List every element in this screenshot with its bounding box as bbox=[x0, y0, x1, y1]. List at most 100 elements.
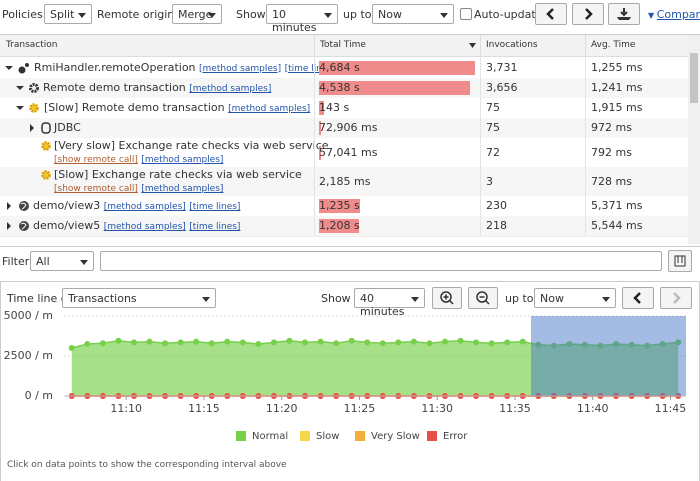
cell-divider bbox=[585, 118, 586, 138]
zoom-out-button[interactable] bbox=[468, 287, 498, 309]
remote-origins-select[interactable]: Merge bbox=[172, 4, 222, 24]
column-header[interactable]: Transaction bbox=[6, 40, 58, 50]
row-icon bbox=[29, 83, 39, 93]
column-header[interactable]: Invocations bbox=[486, 40, 538, 50]
up-to-select[interactable]: Now bbox=[372, 4, 454, 24]
arrow bbox=[7, 202, 11, 210]
transaction-name: [Very slow] Exchange rate checks via web… bbox=[54, 139, 329, 152]
back-button[interactable] bbox=[622, 287, 654, 309]
scrollbar[interactable] bbox=[688, 35, 700, 244]
data-point bbox=[519, 338, 526, 345]
back-button[interactable] bbox=[535, 3, 567, 25]
show-select[interactable]: 40 minutes bbox=[354, 288, 425, 318]
label: Remote origins: bbox=[97, 8, 184, 21]
data-point bbox=[379, 340, 386, 347]
data-point bbox=[177, 339, 184, 346]
x-tick-label: 11:40 bbox=[577, 402, 609, 415]
row-link[interactable]: [method samples] bbox=[103, 202, 186, 212]
total-time: 4,538 s bbox=[319, 81, 360, 94]
data-point bbox=[193, 338, 200, 345]
forward-button[interactable] bbox=[660, 287, 692, 309]
row-link[interactable]: [method samples] bbox=[141, 155, 224, 165]
expand-arrow[interactable] bbox=[5, 222, 13, 230]
cell-divider bbox=[314, 98, 315, 118]
transaction-name: [Slow] Remote demo transaction bbox=[44, 101, 225, 114]
filter-button[interactable] bbox=[668, 250, 692, 272]
snapshot-button[interactable] bbox=[608, 3, 640, 25]
cell-divider bbox=[314, 138, 315, 167]
transaction-cell: Remote demo transaction [method samples] bbox=[43, 81, 271, 94]
zoom-in-button[interactable] bbox=[432, 287, 462, 309]
forward-button[interactable] bbox=[572, 3, 604, 25]
row-link[interactable]: [method samples] bbox=[189, 84, 272, 94]
row-link[interactable]: [method samples] bbox=[103, 222, 186, 232]
total-time-bar bbox=[319, 60, 475, 75]
column-divider bbox=[585, 35, 586, 56]
arrow bbox=[5, 65, 13, 70]
data-point bbox=[473, 339, 480, 346]
expand-arrow[interactable] bbox=[28, 124, 36, 132]
cell-divider bbox=[585, 78, 586, 98]
table-row[interactable]: [Very slow] Exchange rate checks via web… bbox=[0, 138, 688, 168]
checkbox[interactable] bbox=[460, 8, 472, 20]
row-link[interactable]: [time lines] bbox=[189, 202, 241, 212]
data-point bbox=[410, 338, 417, 345]
invocations: 218 bbox=[486, 219, 507, 232]
invocations: 230 bbox=[486, 199, 507, 212]
sublinks: [show remote call] [method samples] bbox=[54, 181, 223, 194]
row-link[interactable]: [time lines] bbox=[189, 222, 241, 232]
icon bbox=[546, 8, 554, 20]
expand-arrow[interactable] bbox=[5, 202, 13, 210]
compare-text[interactable]: Compare bbox=[656, 8, 700, 21]
row-link[interactable]: [method samples] bbox=[228, 104, 311, 114]
table-row[interactable]: [Slow] Remote demo transaction [method s… bbox=[0, 98, 688, 119]
row-link[interactable]: [method samples] bbox=[141, 184, 224, 194]
table-row[interactable]: [Slow] Exchange rate checks via web serv… bbox=[0, 167, 688, 197]
data-point bbox=[364, 339, 371, 346]
table-row[interactable]: demo/view5 [method samples] [time lines]… bbox=[0, 216, 688, 237]
x-tick-label: 11:25 bbox=[344, 402, 376, 415]
icon bbox=[440, 291, 454, 305]
row-link[interactable]: [method samples] bbox=[199, 63, 282, 74]
table-row[interactable]: RmiHandler.remoteOperation [method sampl… bbox=[0, 57, 688, 79]
y-tick-label: 0 / m bbox=[25, 389, 53, 402]
timeline-select[interactable]: Transactions bbox=[62, 288, 216, 308]
sort-icon bbox=[469, 43, 476, 48]
total-time: 143 s bbox=[319, 101, 350, 114]
policies-select[interactable]: Split bbox=[44, 4, 92, 24]
data-point bbox=[286, 337, 293, 344]
cell-divider bbox=[585, 98, 586, 118]
data-point bbox=[504, 339, 511, 346]
total-time: 57,041 ms bbox=[319, 145, 378, 159]
column-header[interactable]: Avg. Time bbox=[591, 40, 636, 50]
icon bbox=[633, 292, 641, 304]
filter-input[interactable] bbox=[100, 251, 662, 271]
row-link[interactable]: [show remote call] bbox=[54, 184, 138, 194]
expand-arrow[interactable] bbox=[16, 84, 24, 92]
show-select[interactable]: 10 minutes bbox=[266, 4, 338, 34]
note: Click on data points to show the corresp… bbox=[7, 460, 287, 470]
cell-divider bbox=[480, 78, 481, 98]
column-header[interactable]: Total Time bbox=[320, 40, 366, 50]
table-row[interactable]: JDBC 72,906 ms 75 972 ms bbox=[0, 118, 688, 139]
row-icon bbox=[41, 122, 51, 134]
cell-divider bbox=[585, 196, 586, 216]
filter-select[interactable]: All bbox=[30, 251, 94, 271]
data-point bbox=[84, 341, 91, 347]
compare-link[interactable]: ▼ Compare bbox=[648, 8, 700, 21]
expand-arrow[interactable] bbox=[5, 64, 13, 72]
data-point bbox=[457, 337, 464, 344]
arrow bbox=[16, 106, 24, 110]
cell-divider bbox=[480, 216, 481, 236]
up-to-select[interactable]: Now bbox=[534, 288, 616, 308]
avg-time: 792 ms bbox=[591, 145, 632, 159]
cell-divider bbox=[585, 57, 586, 78]
avg-time: 1,241 ms bbox=[591, 81, 643, 94]
table-body: RmiHandler.remoteOperation [method sampl… bbox=[0, 0, 688, 244]
row-link[interactable]: [show remote call] bbox=[54, 155, 138, 165]
icon bbox=[674, 255, 686, 267]
table-row[interactable]: Remote demo transaction [method samples]… bbox=[0, 78, 688, 99]
row-link[interactable]: [time lines] bbox=[284, 63, 336, 74]
expand-arrow[interactable] bbox=[16, 104, 24, 112]
